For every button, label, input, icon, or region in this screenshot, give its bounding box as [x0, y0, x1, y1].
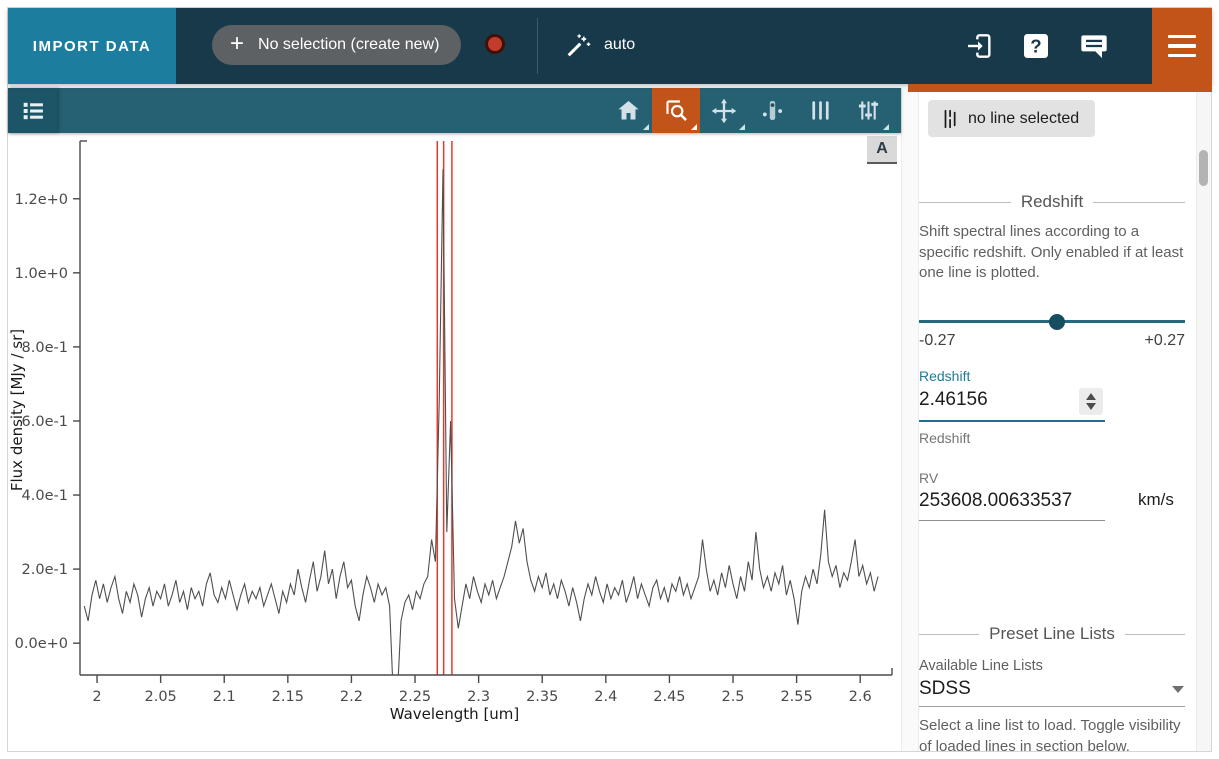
svg-text:2.15: 2.15 — [272, 689, 304, 705]
axes-settings-button[interactable]: A — [867, 136, 897, 164]
preset-line-lists-header: Preset Line Lists — [919, 624, 1185, 644]
subset-color-dot — [485, 34, 505, 54]
svg-text:2.2: 2.2 — [340, 689, 363, 705]
rv-unit-label: km/s — [1138, 490, 1174, 509]
redshift-section-header: Redshift — [919, 192, 1185, 212]
line-analysis-icon[interactable] — [748, 88, 796, 133]
stepper-down-icon[interactable] — [1086, 403, 1096, 410]
svg-text:0.0e+0: 0.0e+0 — [15, 636, 68, 652]
svg-text:2.55: 2.55 — [780, 689, 812, 705]
help-icon[interactable]: ? — [1020, 30, 1052, 62]
plus-icon: + — [230, 30, 245, 57]
redshift-slider[interactable] — [919, 314, 1185, 330]
number-stepper[interactable] — [1079, 388, 1103, 415]
y-axis-title: Flux density [MJy / sr] — [8, 328, 26, 492]
application-window: IMPORT DATA + No selection (create new) … — [7, 7, 1212, 752]
toolbar-divider — [537, 18, 538, 74]
svg-text:1.2e+0: 1.2e+0 — [15, 192, 68, 208]
subset-mode-label: auto — [604, 36, 636, 53]
redshift-description: Shift spectral lines according to a spec… — [919, 223, 1184, 282]
select-underline — [919, 706, 1185, 707]
selected-line-label: no line selected — [968, 109, 1080, 127]
line-list-icon — [944, 109, 956, 128]
chevron-down-icon[interactable] — [1172, 686, 1184, 693]
svg-text:2: 2 — [92, 689, 101, 705]
spectrum-viewer[interactable]: 0.0e+0 2.0e-1 4.0e-1 6.0e-1 8.0e-1 1.0e+0 1.2e… — [8, 133, 901, 751]
line-list-select[interactable]: SDSS — [919, 678, 971, 699]
svg-text:2.1: 2.1 — [213, 689, 236, 705]
svg-text:2.35: 2.35 — [526, 689, 558, 705]
top-app-bar: IMPORT DATA + No selection (create new) … — [8, 8, 1212, 84]
spectrum-chart[interactable]: 0.0e+0 2.0e-1 4.0e-1 6.0e-1 8.0e-1 1.0e+0 1.2e… — [8, 133, 901, 751]
rv-input-label: RV — [919, 470, 939, 486]
svg-text:?: ? — [1030, 36, 1041, 57]
viewer-toolbar — [8, 88, 901, 133]
hamburger-menu-button[interactable] — [1152, 8, 1212, 84]
slider-thumb[interactable] — [1049, 314, 1066, 330]
line-list-hint: Select a line list to load. Toggle visib… — [919, 717, 1181, 751]
pan-icon[interactable] — [700, 88, 748, 133]
rv-input[interactable]: 253608.00633537 — [919, 490, 1073, 511]
sidebar-scrollbar-thumb[interactable] — [1199, 150, 1208, 186]
x-axis-title: Wavelength [um] — [389, 705, 520, 723]
available-line-lists-label: Available Line Lists — [919, 658, 1043, 674]
line-select-icon[interactable] — [796, 88, 844, 133]
svg-text:8.0e-1: 8.0e-1 — [22, 340, 68, 356]
svg-text:4.0e-1: 4.0e-1 — [22, 488, 68, 504]
slider-min-label: -0.27 — [919, 332, 956, 349]
stepper-up-icon[interactable] — [1086, 393, 1096, 400]
import-data-button[interactable]: IMPORT DATA — [8, 8, 176, 84]
chat-icon[interactable] — [1078, 30, 1110, 62]
box-zoom-icon[interactable] — [652, 88, 700, 133]
svg-text:2.45: 2.45 — [653, 689, 685, 705]
svg-text:2.3: 2.3 — [467, 689, 490, 705]
tools-sliders-icon[interactable] — [844, 88, 892, 133]
svg-text:2.4: 2.4 — [594, 689, 617, 705]
viewer-tools-group — [604, 88, 892, 133]
redshift-input-hint: Redshift — [919, 430, 971, 446]
selected-line-button[interactable]: no line selected — [928, 100, 1096, 137]
plugin-tray-accent-bar — [908, 84, 1212, 92]
redshift-input-underline — [919, 420, 1105, 422]
redshift-input[interactable]: 2.46156 — [919, 389, 988, 410]
svg-text:1.0e+0: 1.0e+0 — [15, 266, 68, 282]
svg-text:2.6: 2.6 — [849, 689, 872, 705]
viewer-tray-gutter — [901, 88, 919, 751]
subset-selector-label: No selection (create new) — [258, 36, 440, 53]
home-icon[interactable] — [604, 88, 652, 133]
slider-labels: -0.27 +0.27 — [919, 332, 1185, 350]
svg-text:2.5: 2.5 — [721, 689, 744, 705]
svg-text:2.25: 2.25 — [399, 689, 431, 705]
sidebar-scrollbar-track[interactable] — [1196, 92, 1211, 751]
data-menu-list-icon[interactable] — [8, 88, 57, 133]
plugin-tray: no line selected Redshift Shift spectral… — [919, 92, 1196, 751]
rv-input-underline — [919, 520, 1105, 521]
slider-max-label: +0.27 — [1144, 332, 1185, 349]
svg-text:6.0e-1: 6.0e-1 — [22, 414, 68, 430]
svg-text:2.05: 2.05 — [144, 689, 176, 705]
svg-text:2.0e-1: 2.0e-1 — [22, 562, 68, 578]
subset-selector-pill[interactable]: + No selection (create new) — [212, 25, 462, 65]
export-icon[interactable] — [964, 30, 996, 62]
magic-wand-icon[interactable] — [564, 32, 592, 60]
redshift-input-label: Redshift — [919, 368, 971, 384]
